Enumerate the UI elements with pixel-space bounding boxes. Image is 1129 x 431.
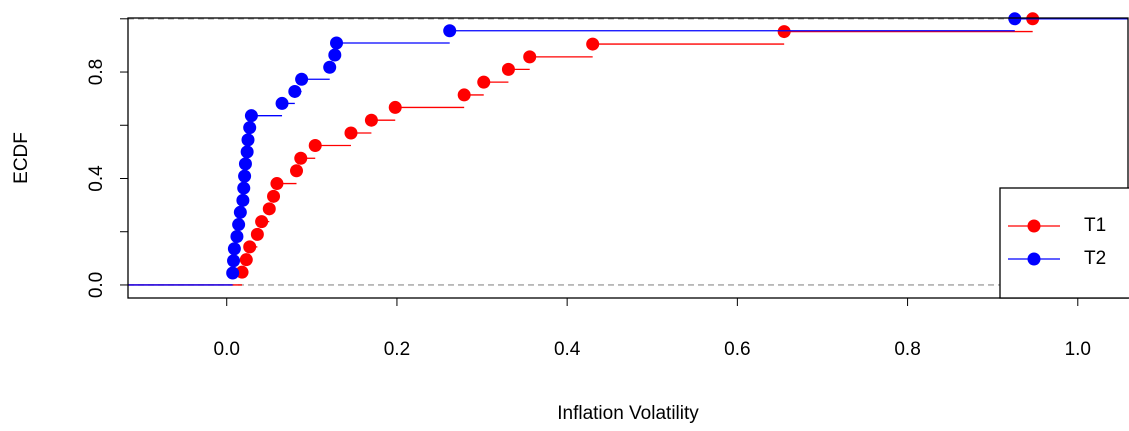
point <box>241 133 255 147</box>
point <box>288 84 302 98</box>
point <box>232 218 246 232</box>
point <box>586 37 600 51</box>
point <box>227 242 241 256</box>
legend-marker <box>1027 252 1041 266</box>
legend-label: T2 <box>1084 248 1106 269</box>
point <box>388 100 402 114</box>
y-axis-label: ECDF <box>11 132 32 184</box>
point <box>364 113 378 127</box>
x-tick-label: 1.0 <box>1065 339 1091 360</box>
point <box>501 62 515 76</box>
point <box>477 75 491 89</box>
x-tick-label: 0.4 <box>554 339 581 360</box>
plot-frame <box>127 17 1129 299</box>
y-tick-label: 0.0 <box>86 272 107 298</box>
x-tick-label: 0.6 <box>724 339 750 360</box>
point <box>323 60 337 74</box>
point <box>777 25 791 39</box>
point <box>230 230 244 244</box>
y-tick-label: 0.8 <box>86 59 107 85</box>
point <box>295 72 309 86</box>
point <box>294 151 308 165</box>
point <box>330 36 344 50</box>
x-tick-label: 0.8 <box>894 339 920 360</box>
point <box>226 266 240 280</box>
point <box>523 50 537 64</box>
point <box>290 164 304 178</box>
point <box>235 265 249 279</box>
x-tick-label: 0.2 <box>384 339 410 360</box>
point <box>250 227 264 241</box>
point <box>243 121 257 135</box>
point <box>237 181 251 195</box>
legend-box <box>999 187 1129 299</box>
point <box>238 169 252 183</box>
point <box>267 189 281 203</box>
point <box>308 138 322 152</box>
x-axis-label: Inflation Volatility <box>557 403 699 424</box>
point <box>233 205 247 219</box>
point <box>255 215 269 229</box>
point <box>443 24 457 38</box>
point <box>344 126 358 140</box>
legend-label: T1 <box>1084 215 1106 236</box>
point <box>1008 12 1022 26</box>
point <box>236 193 250 207</box>
point <box>328 48 342 62</box>
legend-marker <box>1027 219 1041 233</box>
point <box>270 177 284 191</box>
point <box>239 253 253 267</box>
point <box>244 109 258 123</box>
point <box>243 240 257 254</box>
point <box>275 96 289 110</box>
x-tick-label: 0.0 <box>214 339 240 360</box>
y-tick-label: 0.4 <box>86 165 107 192</box>
point <box>238 157 252 171</box>
point <box>240 145 254 159</box>
point <box>262 202 276 216</box>
point <box>227 254 241 268</box>
point <box>457 88 471 102</box>
